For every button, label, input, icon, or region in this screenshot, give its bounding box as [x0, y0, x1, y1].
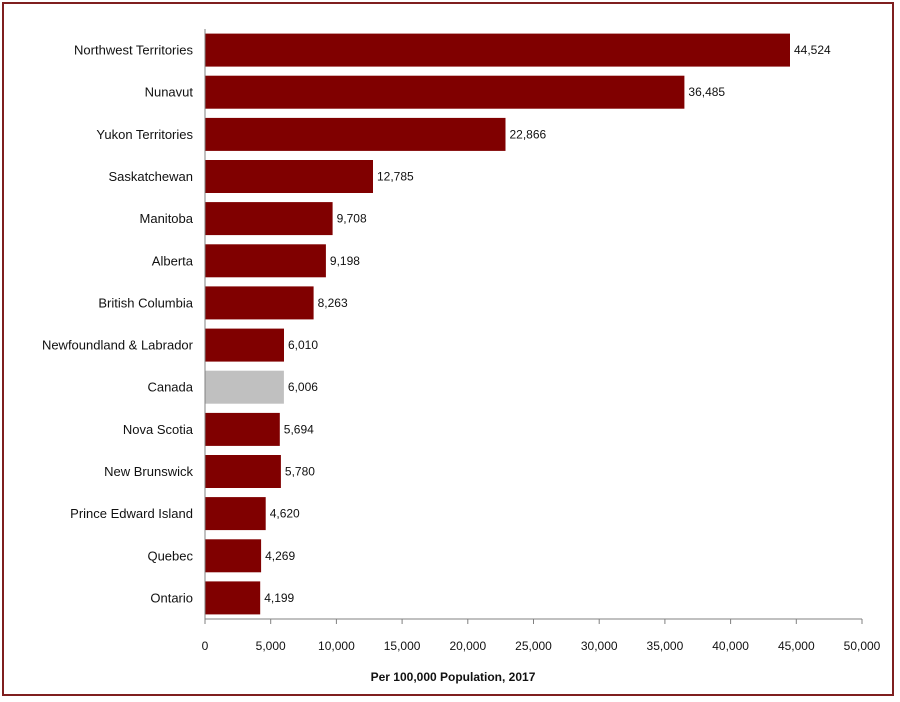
bar: [205, 370, 284, 404]
x-tick-label: 20,000: [449, 639, 486, 653]
x-tick-label: 5,000: [256, 639, 286, 653]
bar: [205, 244, 326, 278]
data-label: 4,620: [270, 507, 300, 521]
category-label: British Columbia: [98, 295, 193, 310]
x-tick-label: 10,000: [318, 639, 355, 653]
x-tick-label: 0: [202, 639, 209, 653]
bar: [205, 33, 790, 67]
x-tick-label: 50,000: [844, 639, 881, 653]
category-label: Alberta: [152, 253, 194, 268]
data-label: 4,199: [264, 591, 294, 605]
data-label: 6,006: [288, 380, 318, 394]
bar: [205, 286, 314, 320]
data-label: 44,524: [794, 43, 831, 57]
bar: [205, 455, 281, 488]
data-label: 5,780: [285, 465, 315, 479]
data-label: 9,708: [337, 212, 367, 226]
data-label: 8,263: [318, 296, 348, 310]
data-label: 22,866: [510, 127, 547, 141]
category-label: Nunavut: [145, 85, 194, 100]
bar: [205, 328, 284, 362]
bars-group: Northwest Territories 44,524 Nunavut 36,485…: [42, 33, 831, 615]
bar: [205, 412, 280, 446]
category-label: Prince Edward Island: [70, 506, 193, 521]
bar: [205, 539, 262, 573]
data-label: 9,198: [330, 254, 360, 268]
category-label: Nova Scotia: [123, 422, 194, 437]
data-label: 4,269: [265, 549, 295, 563]
x-tick-label: 30,000: [581, 639, 618, 653]
bar: [205, 581, 261, 615]
bar: [205, 202, 333, 236]
data-label: 6,010: [288, 338, 318, 352]
category-label: Newfoundland & Labrador: [42, 338, 194, 353]
bar: [205, 75, 685, 109]
x-axis: 0 5,000 10,000 15,000 20,000 25,000 30,000 35,0…: [202, 29, 881, 653]
category-label: Canada: [147, 380, 193, 395]
x-tick-label: 15,000: [384, 639, 421, 653]
x-axis-title: Per 100,000 Population, 2017: [371, 670, 536, 684]
bar: [205, 117, 506, 151]
category-label: New Brunswick: [104, 464, 193, 479]
category-label: Saskatchewan: [108, 169, 193, 184]
bar: [205, 160, 373, 193]
data-label: 36,485: [688, 85, 725, 99]
x-tick-label: 25,000: [515, 639, 552, 653]
category-label: Manitoba: [140, 211, 194, 226]
category-label: Northwest Territories: [74, 43, 193, 58]
data-label: 12,785: [377, 170, 414, 184]
x-tick-label: 35,000: [647, 639, 684, 653]
x-tick-label: 45,000: [778, 639, 815, 653]
bar: [205, 497, 266, 531]
data-label: 5,694: [284, 422, 314, 436]
category-label: Quebec: [147, 548, 193, 563]
category-label: Yukon Territories: [96, 127, 193, 142]
chart-frame: [2, 2, 894, 696]
category-label: Ontario: [150, 590, 193, 605]
x-tick-label: 40,000: [712, 639, 749, 653]
